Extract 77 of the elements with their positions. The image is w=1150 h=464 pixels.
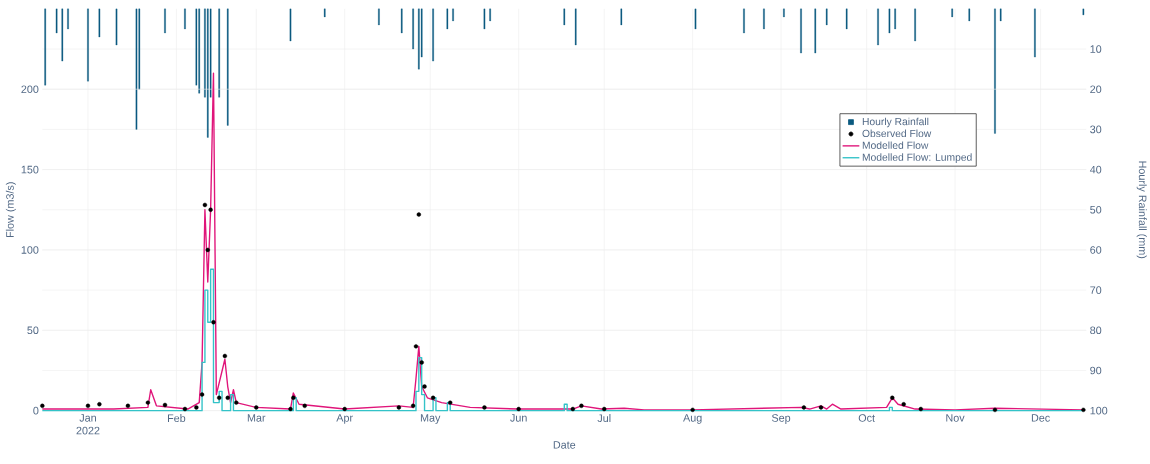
point <box>901 402 906 407</box>
x-tick-label: Aug <box>683 414 702 424</box>
point <box>85 403 91 409</box>
point <box>818 405 824 410</box>
point <box>602 406 607 412</box>
x-tick-label: May <box>420 414 441 424</box>
point <box>145 400 151 405</box>
y2-tick-label: 80 <box>1090 326 1102 335</box>
point <box>1081 407 1086 413</box>
point <box>208 207 213 212</box>
point <box>342 406 347 412</box>
x-tick-label: Dec <box>1031 414 1050 422</box>
x-tick-label: Sep <box>771 414 791 424</box>
point <box>690 407 695 413</box>
y-tick-label: 100 <box>21 246 39 254</box>
y-tick-label: 150 <box>21 165 39 174</box>
point <box>430 395 436 401</box>
point <box>194 405 199 410</box>
point <box>416 212 421 217</box>
point <box>302 403 307 409</box>
point <box>217 395 222 401</box>
x-axis-title: Date <box>553 441 576 449</box>
point <box>40 403 45 409</box>
point <box>291 395 296 401</box>
y2-tick-label: 90 <box>1090 366 1102 375</box>
point <box>579 403 584 409</box>
point <box>396 405 402 410</box>
y2-tick-label: 40 <box>1089 165 1102 174</box>
legend-label: Observed Flow <box>862 129 932 138</box>
point <box>482 405 487 410</box>
y-tick-label: 0 <box>33 406 39 415</box>
x-tick-label: Oct <box>858 414 875 422</box>
legend-label: Modelled Flow <box>862 141 929 150</box>
y-tick-label: 200 <box>21 85 39 94</box>
x-tick-label: Nov <box>946 414 965 422</box>
y2-tick-label: 100 <box>1090 406 1108 415</box>
x-tick-label: Jul <box>597 414 611 423</box>
point <box>199 392 205 397</box>
point <box>205 247 210 253</box>
legend-label: Hourly Rainfall <box>862 117 929 128</box>
point <box>97 402 102 407</box>
y2-tick-label: 30 <box>1090 125 1102 134</box>
point <box>234 400 239 405</box>
y2-tick-label: 10 <box>1090 45 1102 53</box>
point <box>125 403 131 409</box>
point <box>516 406 521 412</box>
point <box>570 406 576 412</box>
x-tick-label: Feb <box>167 414 186 423</box>
point <box>890 395 895 401</box>
point <box>419 360 424 365</box>
point <box>222 353 228 359</box>
y2-tick-label: 20 <box>1090 85 1102 94</box>
legend-label: Modelled Flow: Lumped <box>862 153 972 163</box>
x-tick-label: Apr <box>336 414 353 424</box>
x-tick-label: Jan 2022 <box>76 414 100 435</box>
point <box>410 403 416 409</box>
point <box>422 384 427 389</box>
y2-axis-title: Hourly Rainfall (mm) <box>1136 161 1147 259</box>
point <box>182 406 188 412</box>
point <box>211 320 216 325</box>
x-tick-label: Mar <box>247 414 266 422</box>
y-axis-title: Flow (m3/s) <box>5 182 16 238</box>
point <box>448 400 453 405</box>
point <box>992 407 998 413</box>
point <box>413 344 419 349</box>
point <box>288 406 293 412</box>
y2-tick-label: 60 <box>1090 246 1102 254</box>
point <box>202 202 208 208</box>
y-tick-label: 50 <box>27 326 39 335</box>
point <box>918 406 923 412</box>
y2-tick-label: 70 <box>1090 286 1102 295</box>
point <box>801 405 807 410</box>
point <box>225 395 230 401</box>
point <box>162 402 168 408</box>
point <box>254 405 259 410</box>
y2-tick-label: 50 <box>1090 206 1102 214</box>
x-tick-label: Jun <box>510 414 527 422</box>
